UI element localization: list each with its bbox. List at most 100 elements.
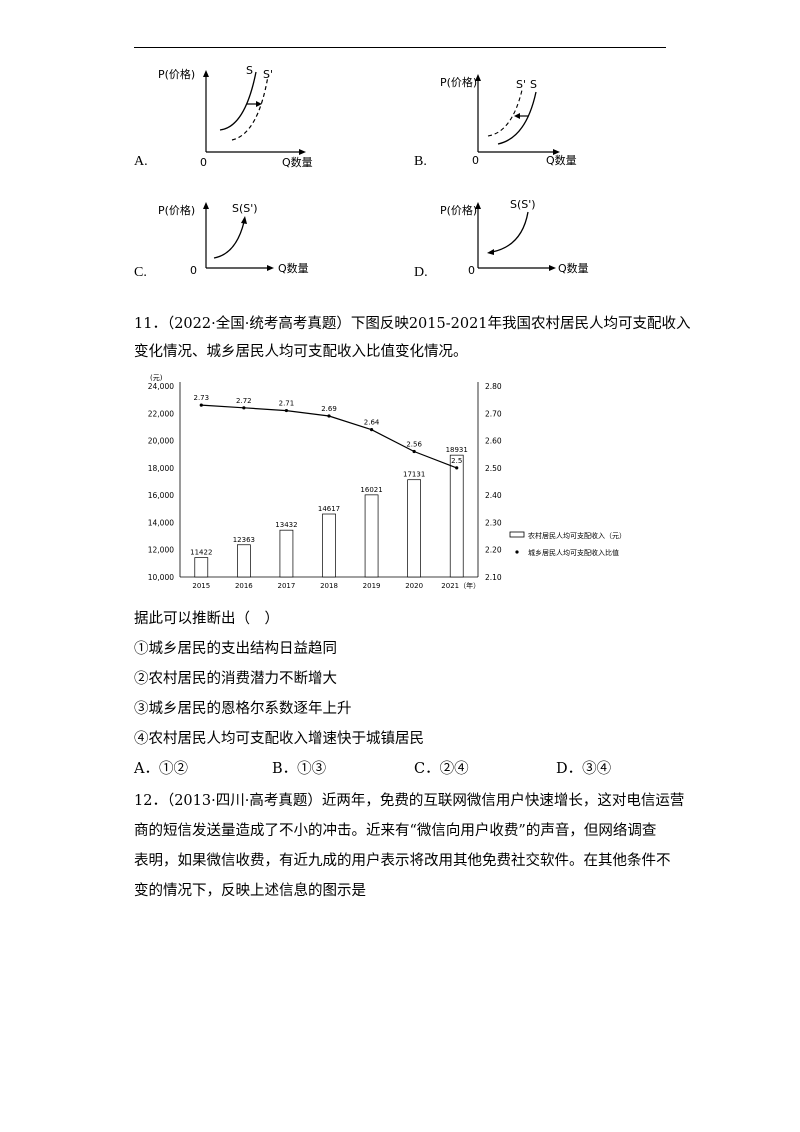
option-c-letter: C.	[134, 265, 147, 280]
bar-value-label: 11422	[190, 549, 212, 557]
ratio-value-label: 2.64	[364, 419, 380, 427]
q12-line4: 变的情况下，反映上述信息的图示是	[134, 883, 366, 899]
bar-value-label: 17131	[403, 471, 425, 479]
y-right-tick: 2.50	[485, 464, 502, 473]
graph-d-curve1: S(S')	[510, 198, 536, 211]
graph-b: P(价格) 0 Q数量 S' S	[440, 74, 577, 167]
bar-value-label: 13432	[275, 521, 297, 529]
ratio-value-label: 2.5	[451, 457, 462, 465]
y-right-tick: 2.70	[485, 409, 502, 418]
graph-a-curve1: S	[246, 64, 253, 77]
q11-prompt: 据此可以推断出（ ）	[134, 611, 279, 627]
option-b-letter: B.	[414, 154, 427, 169]
bar-value-label: 14617	[318, 505, 340, 513]
x-tick-label: 2016	[235, 582, 253, 590]
graph-b-origin: 0	[472, 154, 479, 167]
graph-c-xlabel: Q数量	[278, 262, 309, 275]
y-right-tick: 2.60	[485, 437, 502, 446]
legend-line-swatch	[515, 550, 519, 554]
ratio-point	[327, 414, 331, 418]
graph-a-ylabel: P(价格)	[158, 67, 195, 81]
graph-a-xlabel: Q数量	[282, 156, 313, 169]
q11-statement-1: ①城乡居民的支出结构日益趋同	[134, 641, 337, 657]
income-bar	[407, 479, 421, 578]
q11-text-line2: 变化情况、城乡居民人均可支配收入比值变化情况。	[134, 344, 468, 360]
q11-statement-3: ③城乡居民的恩格尔系数逐年上升	[134, 701, 352, 717]
x-tick-label: 2015	[192, 582, 210, 590]
y-left-tick: 10,000	[148, 573, 174, 582]
ratio-point	[242, 406, 246, 410]
income-bar	[322, 513, 336, 578]
bar-value-label: 18931	[446, 446, 468, 454]
ratio-point	[199, 403, 203, 407]
y-right-tick: 2.30	[485, 518, 502, 527]
graph-c-ylabel: P(价格)	[158, 203, 195, 217]
legend-line-label: 城乡居民人均可支配收入比值	[528, 548, 619, 557]
y-left-tick: 20,000	[148, 437, 174, 446]
q11-choice-b: B．①③	[272, 761, 327, 777]
ratio-point	[284, 408, 289, 413]
graph-c-origin: 0	[190, 264, 197, 277]
graph-b-xlabel: Q数量	[546, 154, 577, 167]
ratio-value-label: 2.69	[321, 405, 337, 413]
y-left-tick: 24,000	[148, 382, 174, 391]
ratio-value-label: 2.71	[279, 400, 295, 408]
y-left-tick: 22,000	[148, 409, 174, 418]
chart-left-unit: (元)	[150, 374, 163, 382]
income-chart: (元) 24,000 22,000 20,000 18,000 16,000 14,000…	[148, 374, 626, 590]
graph-d-origin: 0	[468, 264, 475, 277]
x-tick-label: 2020	[405, 582, 423, 590]
q11-choice-d: D．③④	[556, 761, 612, 777]
q11-statement-4: ④农村居民人均可支配收入增速快于城镇居民	[134, 731, 424, 747]
graph-a-origin: 0	[200, 156, 207, 169]
q11-text-line1: 11．（2022·全国·统考高考真题）下图反映2015-2021年我国农村居民人…	[134, 316, 691, 332]
y-right-tick: 2.40	[485, 491, 502, 500]
graph-a: P(价格) 0 Q数量 S S'	[158, 64, 313, 169]
ratio-point	[455, 466, 459, 470]
graph-c-curve1: S(S')	[232, 202, 258, 215]
ratio-value-label: 2.72	[236, 397, 252, 405]
graph-d-xlabel: Q数量	[558, 262, 589, 275]
y-right-tick: 2.20	[485, 546, 502, 555]
graph-b-ylabel: P(价格)	[440, 75, 477, 89]
x-tick-label: 2018	[320, 582, 338, 590]
income-bar	[237, 544, 251, 578]
graph-d-ylabel: P(价格)	[440, 203, 477, 217]
x-tick-label: 2021（年）	[441, 581, 480, 590]
q11-choice-a: A．①②	[134, 761, 188, 777]
q12-line1: 12．（2013·四川·高考真题）近两年，免费的互联网微信用户快速增长，这对电信…	[134, 793, 685, 809]
graph-a-curve2: S'	[263, 68, 273, 81]
option-a-letter: A.	[134, 154, 148, 169]
y-left-tick: 16,000	[148, 491, 174, 500]
ratio-value-label: 2.56	[406, 440, 422, 448]
q12-line2: 商的短信发送量造成了不小的冲击。近来有“微信向用户收费”的声音，但网络调查	[134, 823, 657, 839]
graph-c: P(价格) 0 Q数量 S(S')	[158, 202, 309, 277]
chart-legend: 农村居民人均可支配收入（元） 城乡居民人均可支配收入比值	[509, 531, 626, 557]
ratio-point	[369, 428, 374, 432]
income-bar	[364, 494, 379, 578]
graph-b-curve2: S	[530, 78, 537, 91]
ratio-value-label: 2.73	[193, 394, 209, 402]
header-rule	[134, 47, 666, 48]
graph-d: P(价格) 0 Q数量 S(S')	[440, 198, 589, 277]
legend-bar-swatch	[509, 531, 525, 538]
ratio-point	[412, 449, 416, 454]
income-bar	[279, 529, 294, 578]
income-bar	[194, 557, 209, 578]
q12-line3: 表明，如果微信收费，有近九成的用户表示将改用其他免费社交软件。在其他条件不	[134, 853, 671, 869]
y-right-tick: 2.80	[485, 382, 502, 391]
q11-statement-2: ②农村居民的消费潜力不断增大	[134, 671, 337, 687]
q11-choice-c: C．②④	[414, 761, 469, 777]
y-left-tick: 14,000	[148, 518, 174, 527]
option-d-letter: D.	[414, 265, 428, 280]
y-left-tick: 18,000	[148, 464, 174, 473]
income-bar	[449, 454, 464, 578]
x-tick-label: 2017	[278, 582, 296, 590]
bar-value-label: 16021	[360, 486, 382, 494]
bar-value-label: 12363	[233, 536, 255, 544]
x-tick-label: 2019	[363, 582, 381, 590]
legend-bar-label: 农村居民人均可支配收入（元）	[528, 531, 626, 540]
y-right-tick: 2.10	[485, 573, 502, 582]
y-left-tick: 12,000	[148, 546, 174, 555]
graph-b-curve1: S'	[516, 78, 526, 91]
